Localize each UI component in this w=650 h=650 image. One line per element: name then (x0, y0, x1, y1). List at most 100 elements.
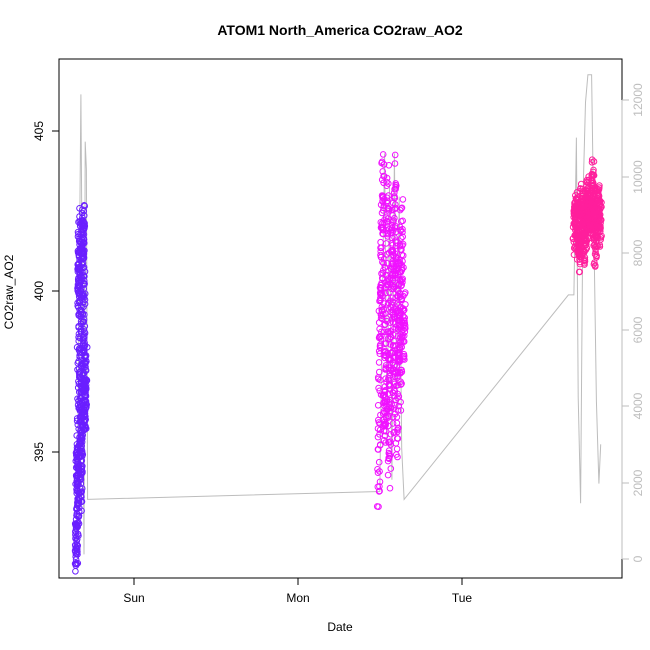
data-point (376, 478, 384, 486)
data-point (79, 214, 86, 221)
data-point (374, 466, 381, 473)
data-point (80, 405, 88, 413)
data-point (383, 318, 391, 325)
data-point (399, 258, 406, 265)
data-point (82, 366, 90, 374)
data-point (82, 363, 89, 371)
data-point (379, 194, 386, 201)
data-point (400, 317, 408, 325)
data-point (377, 311, 385, 318)
data-point (75, 532, 82, 540)
data-point (376, 426, 384, 434)
data-point (81, 342, 89, 349)
data-point (81, 300, 89, 308)
data-point (397, 381, 405, 388)
x-tick-label-tue: Tue (452, 591, 473, 605)
data-point (385, 390, 392, 397)
data-point (391, 224, 399, 231)
data-point (376, 483, 383, 490)
data-point (80, 370, 88, 377)
data-point (596, 243, 604, 250)
data-point (81, 386, 89, 394)
data-point (73, 510, 81, 517)
data-point (387, 404, 394, 412)
data-point (399, 228, 406, 236)
data-point (402, 301, 409, 308)
data-point (592, 262, 599, 269)
data-point (581, 258, 589, 265)
data-point (80, 335, 88, 343)
data-point (80, 292, 88, 300)
data-point (391, 380, 398, 388)
data-point (80, 226, 88, 234)
data-point (391, 214, 398, 222)
data-point (73, 474, 81, 482)
data-point (396, 345, 404, 353)
data-point (384, 471, 392, 479)
data-point (597, 228, 604, 235)
data-point (400, 307, 407, 314)
data-point (588, 156, 596, 163)
y2-tick-label-4000: 4000 (631, 392, 645, 419)
data-point (391, 193, 398, 200)
data-point (79, 239, 87, 247)
data-point (83, 343, 91, 351)
data-point (383, 198, 390, 206)
x-tick-label-sun: Sun (123, 591, 144, 605)
data-point (78, 488, 85, 495)
data-point (78, 507, 85, 515)
data-point (80, 264, 88, 271)
altitude-line (76, 74, 602, 555)
data-point (397, 407, 405, 414)
data-point (80, 236, 88, 243)
data-point (393, 413, 401, 421)
x-axis: Sun Mon Tue (123, 577, 473, 605)
data-point (576, 260, 584, 268)
data-point (78, 442, 85, 450)
data-point (381, 418, 388, 426)
data-point (597, 224, 604, 232)
y2-tick-label-0: 0 (631, 555, 645, 562)
series-1 (71, 202, 91, 575)
data-point (391, 250, 399, 257)
data-point (377, 286, 385, 294)
data-point (380, 422, 388, 430)
data-point (394, 407, 402, 414)
data-point (382, 347, 389, 355)
data-point (72, 568, 79, 575)
data-point (400, 353, 407, 361)
data-point (78, 209, 86, 217)
data-point (80, 264, 87, 272)
data-point (588, 159, 596, 166)
data-point (81, 412, 88, 420)
data-point (376, 468, 383, 475)
data-point (397, 268, 405, 276)
data-point (397, 378, 405, 386)
data-point (81, 277, 88, 285)
data-point (399, 196, 407, 203)
data-point (402, 289, 409, 296)
data-point (598, 232, 605, 240)
data-point (375, 334, 383, 342)
x-axis-label: Date (327, 620, 353, 634)
data-point (73, 522, 81, 530)
data-point (402, 325, 409, 332)
data-point (72, 553, 79, 561)
data-point (393, 435, 401, 442)
data-point (376, 368, 383, 376)
data-point (390, 338, 398, 345)
data-point (76, 473, 84, 480)
data-point (82, 359, 89, 367)
data-point (376, 341, 384, 349)
data-point (400, 321, 407, 329)
data-point (83, 377, 91, 384)
data-point (392, 254, 400, 261)
data-point (73, 541, 81, 548)
data-point (581, 257, 588, 264)
data-point (381, 421, 389, 429)
y2-tick-label-10000: 10000 (631, 160, 645, 194)
data-point (384, 197, 391, 205)
data-point (80, 318, 87, 325)
data-point (386, 451, 393, 458)
data-point (383, 182, 391, 189)
